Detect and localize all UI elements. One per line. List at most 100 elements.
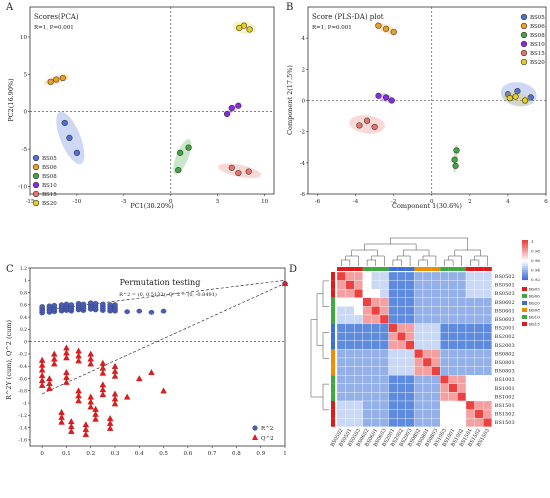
y-tick-label: 1.2	[20, 266, 27, 272]
column-group-bar	[388, 267, 398, 271]
group-legend-label: BS20	[529, 301, 540, 306]
heatmap-cell	[440, 400, 449, 410]
legend-marker-bs08	[520, 31, 528, 39]
heatmap-cell	[474, 349, 484, 359]
heatmap-cell	[431, 383, 441, 393]
heatmap-cell	[483, 392, 492, 402]
heatmap-cell	[388, 383, 398, 393]
heatmap-cell	[345, 271, 355, 281]
heatmap-cell	[474, 409, 484, 419]
color-scale-step	[522, 256, 528, 259]
heatmap-cell	[388, 306, 398, 316]
row-group-bar	[331, 280, 335, 290]
heatmap-cell	[431, 349, 441, 359]
heatmap-cell	[422, 306, 432, 316]
row-label: BS2003	[495, 343, 515, 349]
heatmap-cell	[474, 323, 484, 333]
q2-point	[148, 369, 155, 375]
point-bs10	[388, 97, 395, 104]
legend-label-bs10: BS10	[530, 42, 545, 48]
row-group-bar	[331, 323, 335, 333]
point-bs15	[228, 164, 235, 171]
heatmap-cell	[345, 314, 355, 324]
dendrogram-branch	[341, 255, 359, 266]
heatmap-cell	[457, 314, 467, 324]
heatmap-cell	[448, 383, 458, 393]
legend: BS05 BS06 BS08 BS10 BS15 BS20	[520, 13, 545, 66]
color-scale-step	[522, 268, 528, 271]
heatmap-cell	[448, 409, 458, 419]
heatmap-cell	[371, 409, 381, 419]
heatmap-cell	[371, 280, 381, 290]
dendrogram-branch-upper	[351, 237, 481, 256]
heatmap-cell	[362, 349, 372, 359]
heatmap-cell	[474, 297, 484, 307]
heatmap-cell	[336, 357, 346, 367]
heatmap-cell	[483, 340, 492, 350]
heatmap-cell	[379, 332, 389, 341]
heatmap-cell	[345, 383, 355, 393]
heatmap-cell	[405, 375, 415, 384]
color-scale-step	[522, 250, 528, 253]
x-tick-label: -6	[315, 199, 321, 205]
panel-b-plot: -6 -4 -2 0 2 4 6-6-4-2024BS05BS06BS08BS10BS15B…	[300, 7, 548, 205]
heatmap-cell	[371, 289, 381, 298]
heatmap-cell	[336, 323, 346, 333]
legend-label-bs15: BS15	[42, 192, 57, 198]
heatmap-cell	[379, 297, 389, 307]
row-group-bar	[331, 272, 335, 281]
y-tick-label: -10	[18, 185, 27, 191]
heatmap-cell	[474, 271, 484, 281]
column-group-bar	[457, 267, 466, 271]
heatmap-cell	[371, 418, 381, 427]
column-group-bar	[483, 267, 492, 271]
heatmap-cell	[440, 366, 449, 376]
heatmap-cell	[448, 332, 458, 341]
legend-marker-bs15	[520, 49, 528, 57]
legend-marker-bs08	[32, 172, 40, 180]
heatmap-cell	[448, 271, 458, 281]
heatmap-cell	[483, 297, 492, 307]
column-group-bar	[405, 267, 415, 271]
group-legend-label: BS15	[529, 322, 540, 327]
x-tick-label: 4	[506, 199, 510, 205]
panel-a-stat: R=1, P=0.001	[34, 25, 74, 31]
heatmap-cell	[371, 375, 381, 384]
y-tick-label: -1	[23, 401, 28, 407]
heatmap-cell	[379, 271, 389, 281]
heatmap-cell	[440, 271, 449, 281]
row-group-bar	[331, 401, 335, 410]
y-tick-label: -1.6	[18, 438, 27, 444]
point-bs15	[235, 169, 242, 177]
heatmap-cell	[336, 375, 346, 384]
heatmap-cell	[345, 392, 355, 402]
heatmap-cell	[474, 392, 484, 402]
heatmap-cell	[440, 375, 449, 384]
heatmap-cell	[371, 357, 381, 367]
color-scale-step	[522, 278, 528, 281]
heatmap-cell	[354, 314, 363, 324]
q2-point	[136, 375, 143, 382]
point-bs05	[61, 119, 68, 127]
q2-point	[281, 280, 289, 286]
q2-point	[160, 387, 167, 394]
y-tick-label: 0	[302, 99, 306, 105]
heatmap-cell	[448, 392, 458, 402]
heatmap-cell	[336, 306, 346, 316]
row-label: BS0601	[495, 308, 515, 314]
heatmap-cell	[336, 349, 346, 359]
heatmap-cell	[345, 340, 355, 350]
q2-point	[92, 415, 99, 422]
panel-b-letter: B	[286, 2, 293, 13]
heatmap-cell	[362, 340, 372, 350]
q2-point	[68, 427, 75, 434]
q2-regression-line	[41, 283, 286, 395]
r2-point	[51, 302, 58, 308]
heatmap-cell	[345, 306, 355, 316]
q2-point	[111, 372, 119, 379]
x-tick-label: 0	[40, 451, 44, 457]
heatmap-cell	[354, 375, 363, 384]
row-label: BS1002	[495, 394, 515, 400]
point-bs10	[235, 102, 242, 109]
